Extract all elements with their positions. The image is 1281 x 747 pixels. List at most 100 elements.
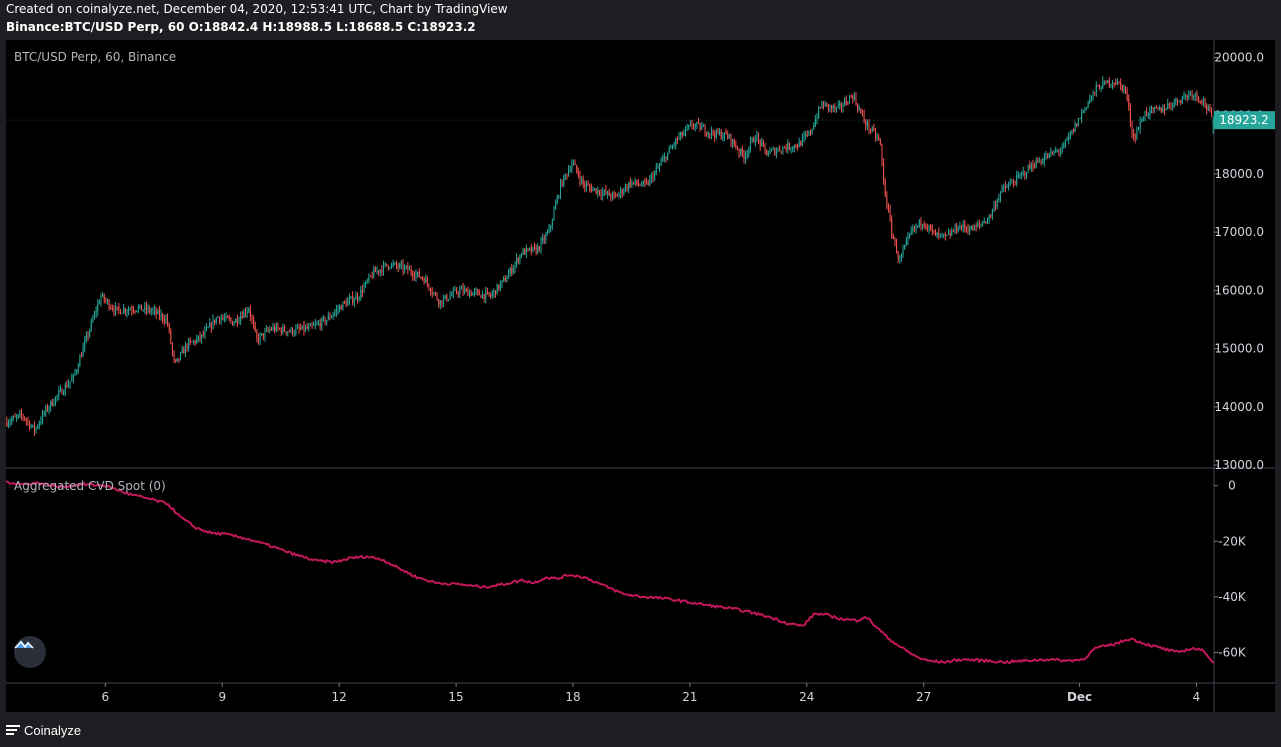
candle-body (920, 220, 922, 226)
candle-body (292, 328, 294, 335)
candle-body (32, 424, 34, 427)
candle-body (230, 319, 232, 322)
candle-body (808, 131, 810, 135)
candle-body (106, 300, 108, 302)
candle-body (389, 267, 391, 269)
candle-body (1011, 182, 1013, 184)
candle-body (253, 319, 255, 326)
candle-body (379, 269, 381, 273)
candle-body (728, 134, 730, 138)
time-tick-label: 24 (799, 690, 814, 704)
candle-body (876, 137, 878, 139)
candle-body (421, 277, 423, 279)
candle-body (126, 311, 128, 313)
candle-body (355, 295, 357, 301)
candle-body (524, 249, 526, 255)
candle-body (68, 384, 70, 388)
candle-body (1103, 80, 1105, 82)
candle-body (693, 126, 695, 128)
candle-body (1202, 99, 1204, 103)
candle-body (681, 132, 683, 136)
chart-area[interactable]: 20000.019000.018000.017000.016000.015000… (6, 40, 1275, 712)
candle-body (774, 148, 776, 155)
candle-body (850, 96, 852, 98)
candle-body (110, 307, 112, 309)
candle-body (97, 303, 99, 312)
candle-body (394, 262, 396, 264)
candle-body (119, 309, 121, 314)
candle-body (1209, 106, 1211, 111)
candle-body (715, 129, 717, 138)
candle-body (446, 295, 448, 301)
candle-body (710, 130, 712, 135)
axes-layer (6, 40, 1275, 712)
candle-body (150, 310, 152, 312)
candle-body (853, 96, 855, 100)
candle-body (378, 270, 380, 273)
candle-body (626, 186, 628, 190)
time-tick-label: 27 (916, 690, 931, 704)
candle-body (139, 304, 141, 308)
candle-body (376, 270, 378, 273)
candle-body (318, 322, 320, 324)
candle-body (415, 273, 417, 278)
candle-body (584, 183, 586, 188)
candle-body (897, 253, 899, 259)
candle-body (814, 119, 816, 127)
candle-body (296, 327, 298, 329)
candle-body (938, 232, 940, 235)
candle-body (878, 137, 880, 139)
candle-body (74, 372, 76, 375)
candle-body (147, 307, 149, 311)
candle-body (1112, 82, 1114, 85)
candle-body (167, 317, 169, 324)
candle-body (894, 238, 896, 242)
candle-body (499, 283, 501, 290)
tradingview-logo-badge[interactable] (14, 636, 46, 668)
candle-body (220, 318, 222, 322)
candle-body (1008, 184, 1010, 188)
candle-body (1069, 133, 1071, 136)
candle-body (618, 193, 620, 197)
candle-body (1019, 174, 1021, 176)
candle-body (430, 288, 432, 293)
candle-body (298, 327, 300, 330)
candle-body (452, 290, 454, 295)
candle-body (952, 231, 954, 233)
candle-body (37, 426, 39, 428)
candle-body (162, 314, 164, 320)
candle-body (1155, 107, 1157, 109)
candle-body (826, 102, 828, 104)
candle-body (340, 306, 342, 310)
last-price-tag (1214, 111, 1275, 130)
candle-body (1211, 110, 1213, 117)
candle-body (860, 108, 862, 113)
candle-body (1003, 186, 1005, 188)
candle-body (204, 330, 206, 336)
coinalyze-brand[interactable]: Coinalyze (6, 721, 81, 739)
candle-body (775, 150, 777, 155)
candle-body (753, 138, 755, 143)
candle-body (1199, 100, 1201, 103)
candle-body (576, 164, 578, 172)
candle-body (803, 135, 805, 138)
candle-body (800, 141, 802, 146)
candle-body (266, 329, 268, 332)
candle-body (939, 234, 941, 236)
candle-body (1040, 161, 1042, 163)
candle-body (707, 132, 709, 135)
candle-body (512, 268, 514, 273)
candle-body (727, 134, 729, 138)
candle-body (267, 329, 269, 331)
candle-body (1149, 108, 1151, 115)
candle-body (1081, 112, 1083, 119)
chart-canvas[interactable]: 20000.019000.018000.017000.016000.015000… (6, 40, 1275, 712)
candle-body (663, 156, 665, 159)
candle-body (941, 234, 943, 236)
candle-body (288, 331, 290, 333)
candle-body (525, 248, 527, 255)
candle-body (181, 349, 183, 353)
candle-body (371, 275, 373, 278)
candle-body (961, 225, 963, 229)
candle-body (381, 269, 383, 273)
